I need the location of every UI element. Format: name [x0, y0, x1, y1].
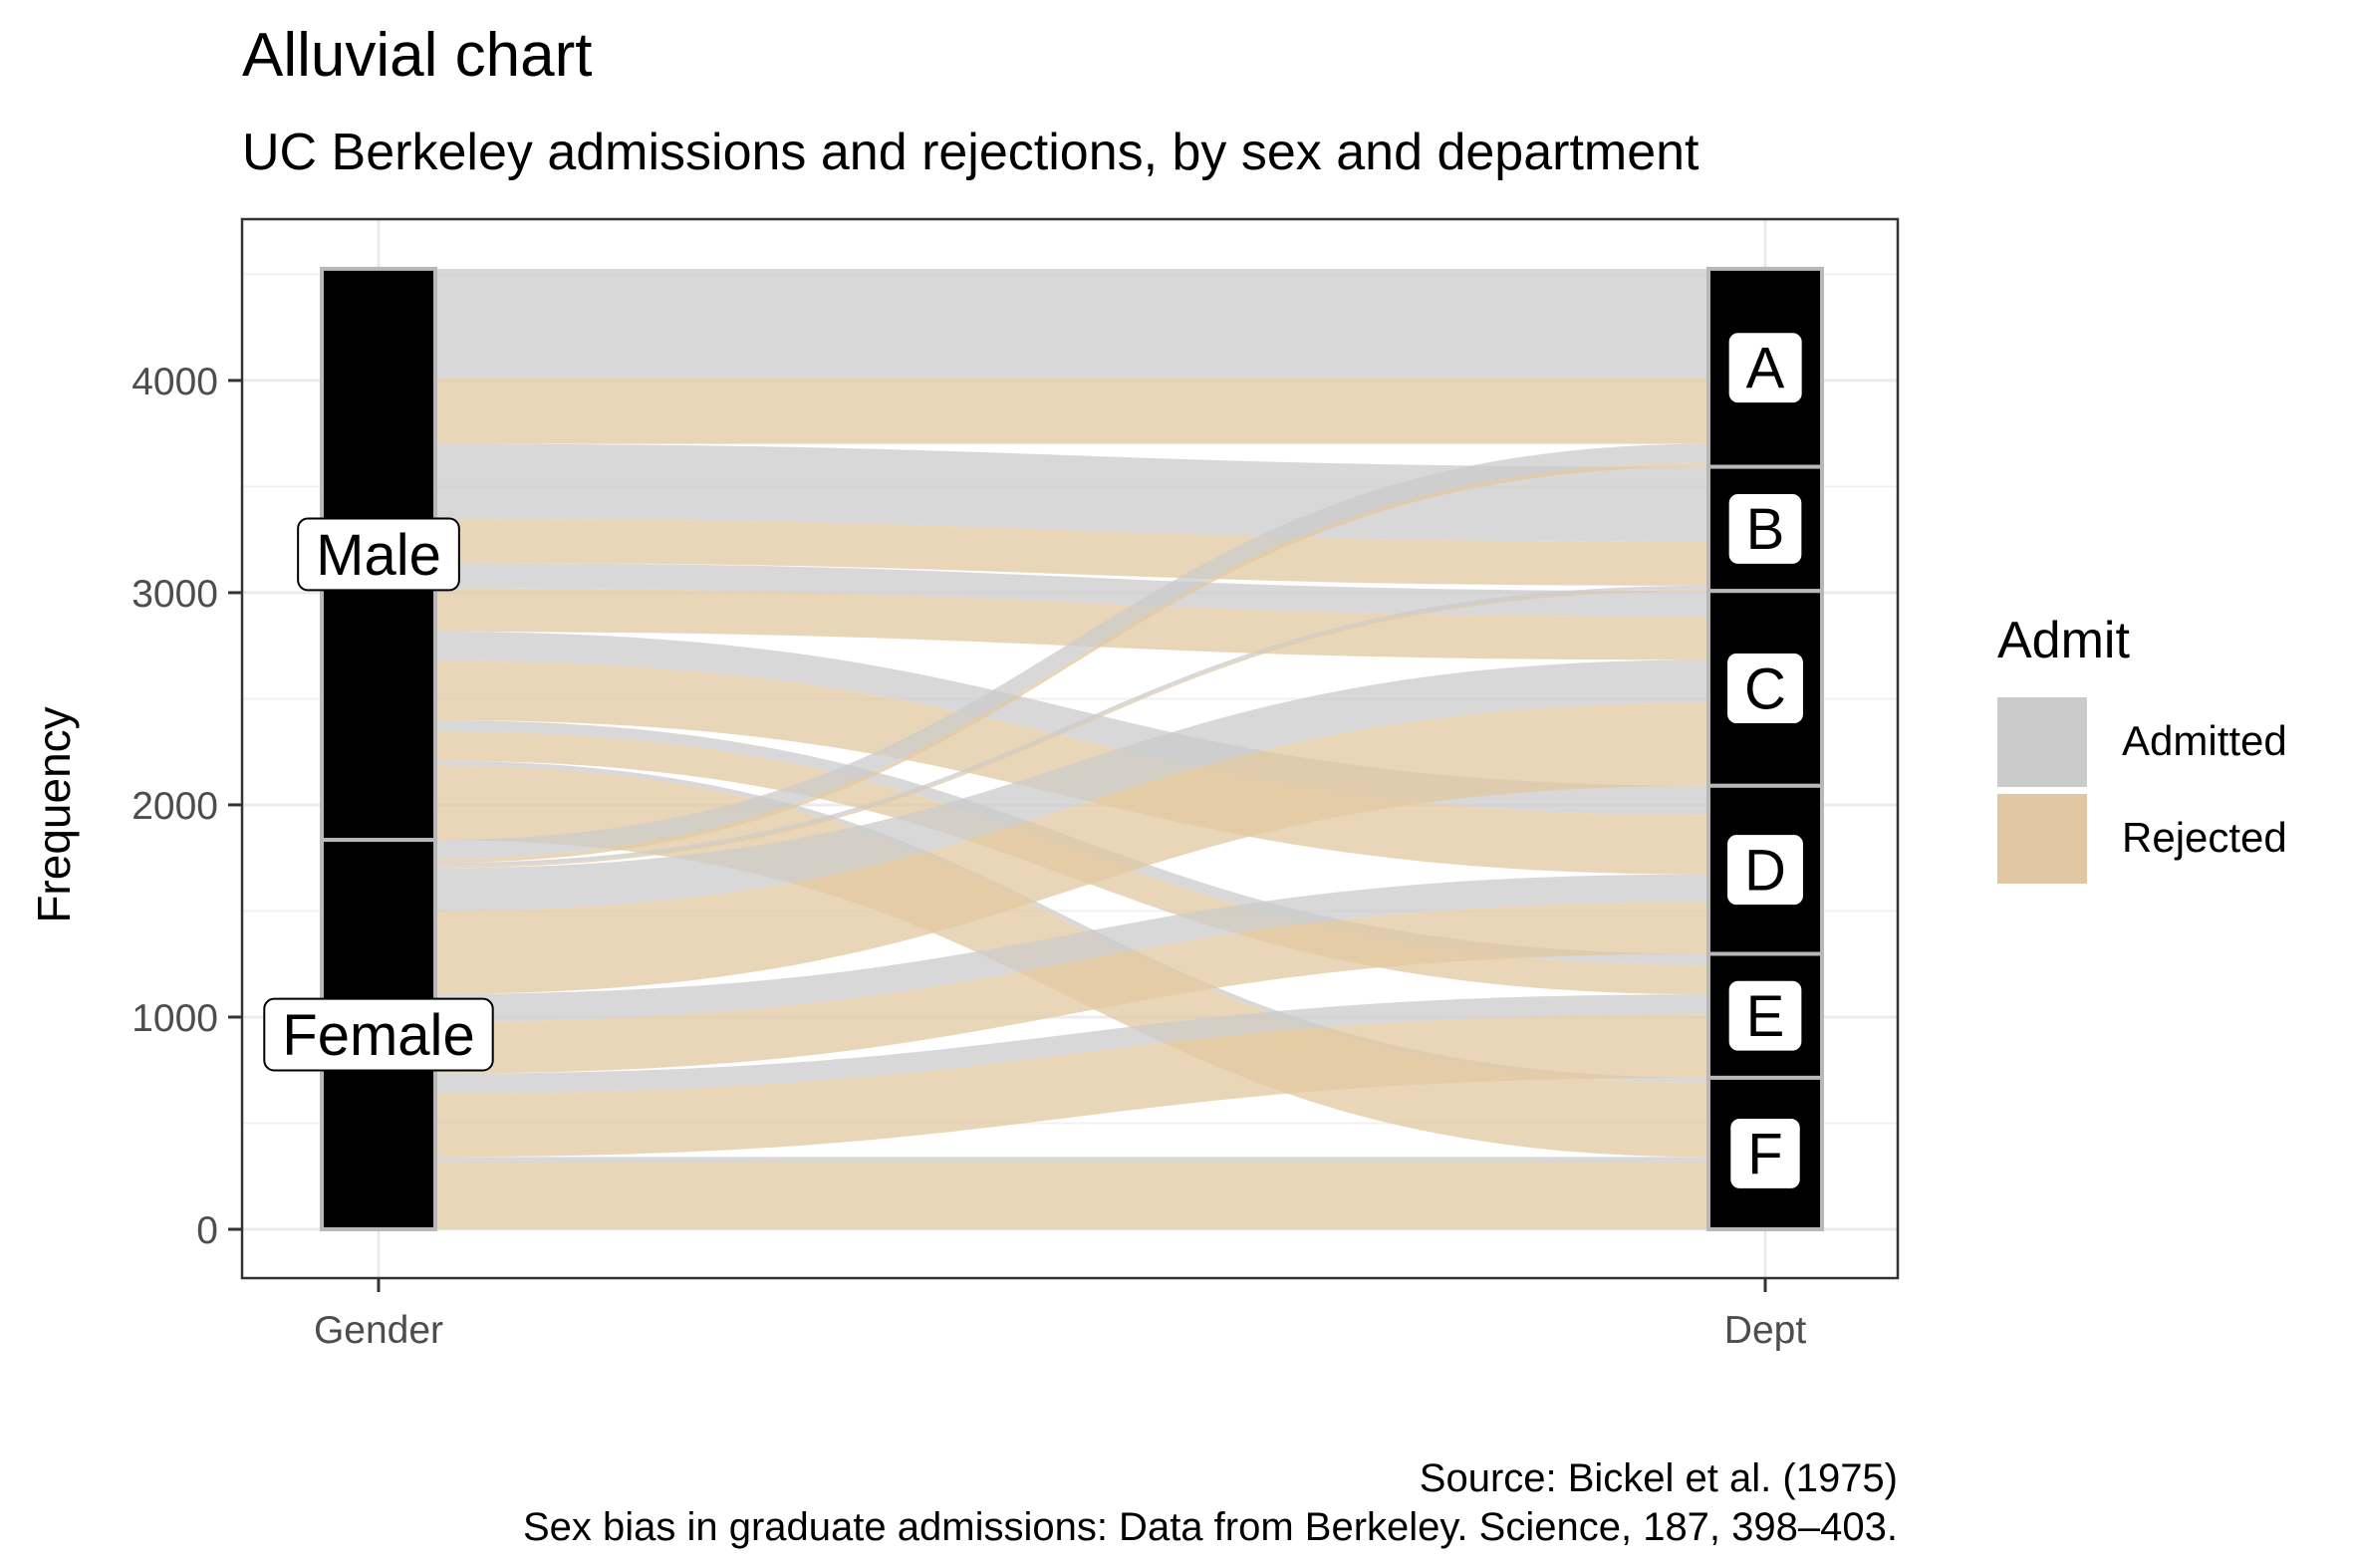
stratum-label-box: [1725, 652, 1805, 725]
stratum-label-dept-a: A: [1726, 331, 1804, 405]
stratum-label-text: Female: [282, 1003, 474, 1068]
stratum-label-text: A: [1746, 337, 1785, 401]
plot-panel-border: [240, 217, 1900, 1280]
flow-female-c-admitted: [435, 659, 1708, 912]
y-tick-label: 4000: [131, 361, 218, 403]
stratum-label-dept-b: B: [1726, 491, 1804, 566]
flow-male-a-rejected: [435, 377, 1708, 444]
stratum-label-text: B: [1746, 497, 1785, 562]
legend-label-rejected: Rejected: [2122, 814, 2287, 861]
stratum-label-box: [1726, 491, 1804, 566]
stratum-label-dept-e: E: [1726, 978, 1804, 1053]
flow-male-b-rejected: [435, 518, 1708, 586]
flow-female-a-admitted: [435, 443, 1708, 860]
legend-key-rejected: [1997, 794, 2087, 884]
flow-female-d-rejected: [435, 902, 1708, 1074]
stratum-label-text: E: [1746, 984, 1785, 1049]
legend-key-admitted: [1997, 697, 2087, 787]
flow-female-e-admitted: [435, 994, 1708, 1094]
y-tick-label: 3000: [131, 573, 218, 616]
flow-female-c-rejected: [435, 702, 1708, 994]
y-tick-label: 2000: [131, 785, 218, 828]
strata-layer: Male Female A B C D E F: [263, 266, 1824, 1232]
x-tick-label: Dept: [1724, 1309, 1807, 1352]
axes-layer: 0 1000 2000 3000 4000 Gender Dept: [131, 361, 1806, 1352]
stratum-label-box: [1728, 1116, 1802, 1190]
stratum-label-box: [1725, 833, 1805, 908]
chart-title: Alluvial chart: [242, 21, 592, 90]
x-tick-label: Gender: [314, 1309, 443, 1352]
stratum-label-text: D: [1744, 838, 1786, 903]
flow-male-d-admitted: [435, 632, 1708, 816]
panel-border: [240, 217, 1900, 1280]
chart-subtitle: UC Berkeley admissions and rejections, b…: [242, 124, 1699, 181]
caption-source: Source: Bickel et al. (1975): [1420, 1456, 1898, 1500]
stratum-label-text: Male: [316, 523, 441, 588]
stratum-label-box: [1726, 331, 1804, 405]
stratum-label-box: [1726, 978, 1804, 1053]
flow-female-b-admitted: [435, 585, 1708, 867]
caption-reference: Sex bias in graduate admissions: Data fr…: [523, 1505, 1898, 1549]
stratum-label-gender-female: Female: [263, 997, 494, 1072]
flow-male-b-admitted: [435, 443, 1708, 542]
flow-female-f-rejected: [435, 1162, 1708, 1230]
flow-female-d-admitted: [435, 874, 1708, 1022]
flow-male-c-rejected: [435, 588, 1708, 660]
flow-female-b-rejected: [435, 589, 1708, 869]
stratum-label-dept-f: F: [1728, 1116, 1802, 1190]
stratum-label-text: F: [1747, 1122, 1782, 1186]
stratum-label-box: [297, 517, 460, 592]
stratum-label-dept-d: D: [1725, 833, 1805, 908]
flow-female-e-rejected: [435, 1014, 1708, 1158]
legend-label-admitted: Admitted: [2122, 717, 2287, 764]
stratum-label-dept-c: C: [1725, 652, 1805, 725]
y-axis-label: Frequency: [28, 706, 80, 922]
y-tick-label: 0: [196, 1209, 218, 1252]
flow-female-a-rejected: [435, 462, 1708, 864]
flows-layer: [435, 268, 1708, 1230]
flow-male-f-admitted: [435, 760, 1708, 1083]
flow-female-f-admitted: [435, 1157, 1708, 1163]
stratum-label-box: [263, 997, 494, 1072]
stratum-label-text: C: [1744, 656, 1786, 721]
legend: Admit Admitted Rejected: [1997, 612, 2287, 884]
flow-male-c-admitted: [435, 562, 1708, 617]
stratum-label-gender-male: Male: [297, 517, 460, 592]
flow-male-a-admitted: [435, 268, 1708, 378]
y-tick-label: 1000: [131, 997, 218, 1040]
legend-title: Admit: [1997, 612, 2130, 669]
